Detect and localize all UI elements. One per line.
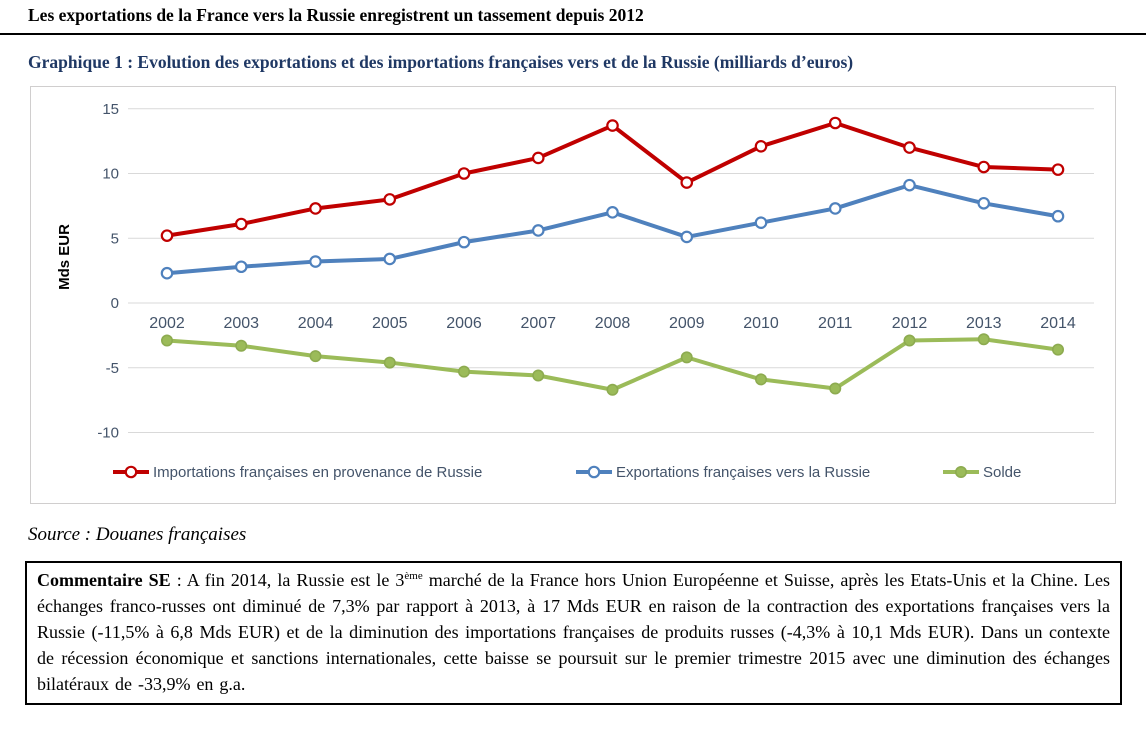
- chart-caption: Graphique 1 : Evolution des exportations…: [28, 52, 854, 72]
- data-point: [977, 196, 991, 210]
- data-point: [383, 252, 397, 266]
- y-tick-label: 5: [111, 230, 119, 247]
- comment-bold-prefix: Commentaire SE: [37, 570, 171, 590]
- data-point: [309, 350, 322, 363]
- data-point: [606, 206, 619, 219]
- data-point: [383, 193, 397, 206]
- legend-marker-icon: [124, 465, 138, 479]
- data-point: [235, 339, 248, 352]
- data-point: [754, 373, 767, 386]
- data-point: [828, 116, 842, 130]
- chart-svg: 15 10 5 0 -5 -10 Mds EUR 2002 2003 2004 2005 2006 20…: [56, 101, 1094, 481]
- title-block: Les exportations de la France vers la Ru…: [0, 0, 1146, 35]
- data-point: [903, 334, 916, 347]
- legend-item: Importations françaises en provenance de…: [113, 464, 482, 481]
- x-tick-label: 2003: [223, 315, 259, 332]
- x-tick-label: 2009: [669, 315, 705, 332]
- comment-superscript: ème: [404, 570, 423, 582]
- page-title: Les exportations de la France vers la Ru…: [28, 5, 644, 25]
- data-point: [977, 160, 991, 174]
- data-point: [903, 141, 916, 154]
- data-point: [828, 202, 842, 215]
- x-tick-label: 2014: [1040, 315, 1076, 332]
- data-point: [457, 235, 471, 249]
- legend-marker-icon: [954, 465, 967, 478]
- y-tick-label: 0: [111, 295, 119, 312]
- x-tick-label: 2012: [892, 315, 928, 332]
- data-point: [383, 356, 396, 369]
- legend-marker-icon: [587, 465, 601, 479]
- data-point: [309, 255, 322, 268]
- data-point: [680, 230, 694, 244]
- data-point: [457, 167, 471, 180]
- data-point: [903, 178, 916, 192]
- y-tick-label: 15: [102, 101, 119, 118]
- y-tick-label: 10: [102, 166, 119, 183]
- series-line-0: [166, 120, 1059, 238]
- x-tick-label: 2013: [966, 315, 1002, 332]
- data-point: [1051, 343, 1064, 356]
- x-tick-label: 2005: [372, 315, 408, 332]
- data-point: [234, 217, 248, 231]
- x-tick-label: 2002: [149, 315, 185, 332]
- data-point: [680, 351, 693, 364]
- comment-box: Commentaire SE : A fin 2014, la Russie e…: [25, 561, 1122, 705]
- data-point: [1051, 163, 1065, 176]
- data-point: [160, 266, 174, 280]
- data-point: [606, 383, 619, 396]
- data-point: [309, 202, 322, 215]
- legend-item: Solde: [943, 464, 1021, 481]
- legend-label: Solde: [983, 464, 1021, 481]
- data-point: [754, 216, 768, 230]
- legend-item: Exportations françaises vers la Russie: [576, 464, 870, 481]
- data-point: [531, 151, 545, 165]
- data-point: [457, 365, 470, 378]
- data-point: [680, 176, 694, 189]
- y-axis-title: Mds EUR: [56, 224, 73, 290]
- data-point: [532, 369, 545, 382]
- series-line-2: [166, 337, 1059, 392]
- chart-area: 15 10 5 0 -5 -10 Mds EUR 2002 2003 2004 2005 2006 20…: [30, 86, 1116, 504]
- data-point: [160, 229, 174, 242]
- series-line-1: [166, 183, 1059, 276]
- data-point: [754, 140, 768, 153]
- y-tick-label: -5: [106, 360, 119, 377]
- data-point: [531, 224, 545, 237]
- legend-label: Exportations françaises vers la Russie: [616, 464, 870, 481]
- data-point: [161, 334, 174, 347]
- x-tick-label: 2006: [446, 315, 482, 332]
- x-tick-label: 2008: [595, 315, 631, 332]
- y-tick-label: -10: [97, 425, 119, 442]
- data-point: [1051, 209, 1065, 223]
- data-point: [977, 333, 990, 346]
- source-note: Source : Douanes françaises: [28, 524, 247, 545]
- legend-label: Importations françaises en provenance de…: [153, 464, 482, 481]
- data-point: [829, 382, 842, 395]
- x-tick-label: 2011: [818, 315, 853, 332]
- x-tick-label: 2004: [298, 315, 334, 332]
- x-tick-label: 2010: [743, 315, 779, 332]
- data-point: [234, 260, 248, 274]
- data-point: [606, 119, 619, 132]
- x-tick-label: 2007: [520, 315, 556, 332]
